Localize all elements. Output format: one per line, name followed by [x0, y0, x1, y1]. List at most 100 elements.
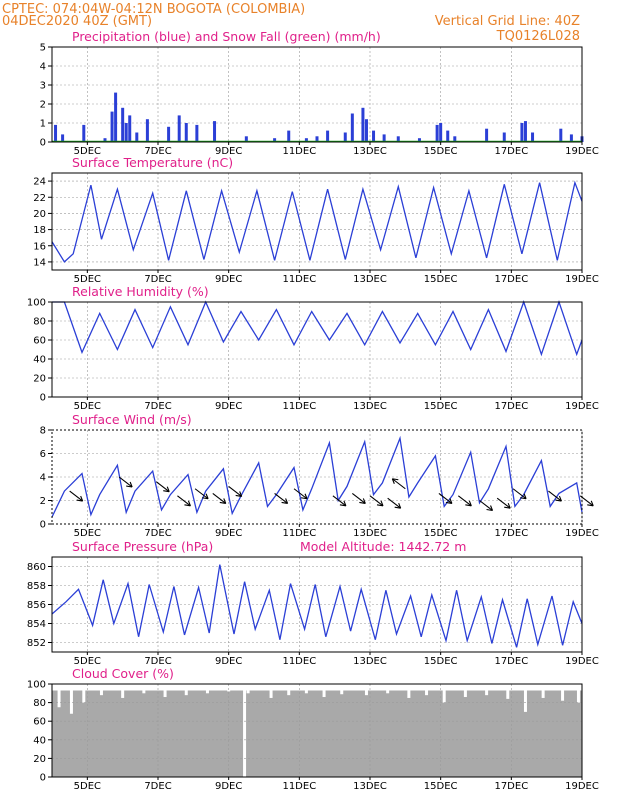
temperature-y-axis: 14 16 18 20 22 24: [33, 177, 52, 268]
wind-arrow-head: [281, 498, 289, 504]
wind-arrow: [228, 485, 243, 497]
y-tick-label: 858: [27, 581, 46, 592]
precip-bar: [559, 128, 563, 142]
cloud-notch: [463, 684, 467, 698]
wind-arrow: [351, 493, 366, 504]
x-tick-label: 5DEC: [74, 401, 101, 412]
x-tick-label: 5DEC: [74, 656, 101, 667]
x-tick-label: 7DEC: [144, 656, 171, 667]
x-tick-label: 11DEC: [282, 401, 316, 412]
precip-bar: [446, 130, 450, 142]
pressure-grid: [52, 557, 583, 652]
y-tick-label: 0: [40, 138, 46, 149]
cloud-notch: [386, 684, 390, 694]
temperature-grid: [52, 173, 583, 270]
wind-arrow: [387, 497, 402, 509]
x-tick-label: 13DEC: [353, 401, 387, 412]
precip-bar: [453, 136, 457, 142]
x-tick-label: 19DEC: [565, 656, 599, 667]
x-tick-label: 9DEC: [215, 781, 242, 792]
cloud-y-axis: 0 20 40 60 80 100: [27, 680, 52, 784]
precip-bar: [350, 113, 354, 142]
y-tick-label: 40: [33, 355, 46, 366]
humidity-panel: Relative Humidity (%) 0 20 40 60 80 100 5DEC 7…: [27, 284, 599, 412]
wind-arrow: [293, 488, 308, 500]
y-tick-label: 852: [27, 638, 46, 649]
precip-bar: [121, 107, 125, 142]
precip-bar: [315, 136, 319, 142]
y-tick-label: 100: [27, 680, 46, 691]
y-tick-label: 854: [27, 619, 46, 630]
wind-arrow-head: [339, 500, 347, 507]
x-tick-label: 11DEC: [282, 781, 316, 792]
humidity-title: Relative Humidity (%): [72, 284, 209, 299]
y-tick-label: 100: [27, 298, 46, 309]
cloud-notch: [269, 684, 273, 698]
precip-grid: [52, 46, 583, 143]
wind-frame: [51, 429, 583, 525]
precip-bar: [184, 123, 188, 142]
y-tick-label: 60: [33, 336, 46, 347]
precip-bar: [110, 111, 114, 142]
humidity-frame: [51, 301, 583, 398]
y-tick-label: 4: [40, 473, 46, 484]
x-tick-label: 9DEC: [215, 274, 242, 285]
y-tick-label: 2: [40, 100, 46, 111]
precip-bar: [531, 132, 535, 142]
precip-bar: [372, 130, 376, 142]
y-tick-label: 80: [33, 698, 46, 709]
wind-arrow-head: [504, 502, 511, 509]
cloud-notch: [442, 684, 446, 703]
y-tick-label: 24: [33, 177, 46, 188]
wind-arrow: [177, 495, 191, 507]
x-tick-label: 7DEC: [144, 274, 171, 285]
precip-bar: [343, 132, 347, 142]
model-altitude: Model Altitude: 1442.72 m: [300, 539, 466, 554]
precip-bar: [195, 124, 199, 142]
wind-arrow-head: [76, 495, 84, 502]
cloud-notch: [246, 684, 250, 694]
precip-bar: [417, 138, 421, 142]
x-tick-label: 17DEC: [494, 146, 528, 157]
wind-arrow-head: [465, 500, 472, 507]
y-tick-label: 60: [33, 717, 46, 728]
x-tick-label: 17DEC: [494, 274, 528, 285]
x-tick-label: 5DEC: [74, 146, 101, 157]
y-tick-label: 0: [40, 773, 46, 784]
wind-arrow-head: [391, 478, 399, 484]
precip-bar: [61, 134, 65, 142]
pressure-title: Surface Pressure (hPa): [72, 539, 213, 554]
cloud-panel: Cloud Cover (%) 0 20 40 60 80 100 5DEC 7DEC 9DE…: [27, 666, 599, 792]
cloud-notch: [541, 684, 545, 698]
x-tick-label: 9DEC: [215, 401, 242, 412]
cloud-notch: [407, 684, 411, 698]
cloud-notch: [205, 684, 209, 694]
y-tick-label: 40: [33, 735, 46, 746]
precip-bar: [244, 136, 248, 142]
precip-bar: [361, 107, 365, 142]
x-tick-label: 5DEC: [74, 274, 101, 285]
cloud-notch: [322, 684, 326, 698]
cloud-notch: [57, 684, 61, 708]
cloud-notch: [485, 684, 489, 696]
x-tick-label: 15DEC: [424, 656, 458, 667]
x-tick-label: 15DEC: [424, 146, 458, 157]
pressure-panel: Surface Pressure (hPa) Model Altitude: 1…: [27, 539, 599, 667]
precip-bar: [382, 134, 386, 142]
precip-panel: Precipitation (blue) and Snow Fall (gree…: [40, 29, 599, 157]
precip-bar: [145, 119, 149, 142]
wind-grid: [52, 429, 583, 525]
x-tick-label: 11DEC: [282, 146, 316, 157]
pressure-y-axis: 852 854 856 858 860: [27, 562, 52, 649]
wind-arrow-head: [202, 493, 209, 500]
x-tick-label: 19DEC: [565, 528, 599, 539]
precip-bar: [82, 124, 86, 142]
temperature-x-axis: 5DEC 7DEC 9DEC 11DEC 13DEC 15DEC 17DEC 19DEC: [74, 270, 599, 285]
wind-arrow-head: [235, 491, 243, 497]
precip-bar: [124, 123, 128, 142]
grid-line-note: Vertical Grid Line: 40Z: [435, 14, 580, 29]
pressure-frame: [51, 556, 583, 653]
x-tick-label: 19DEC: [565, 401, 599, 412]
precip-bar: [485, 128, 489, 142]
y-tick-label: 860: [27, 562, 46, 573]
